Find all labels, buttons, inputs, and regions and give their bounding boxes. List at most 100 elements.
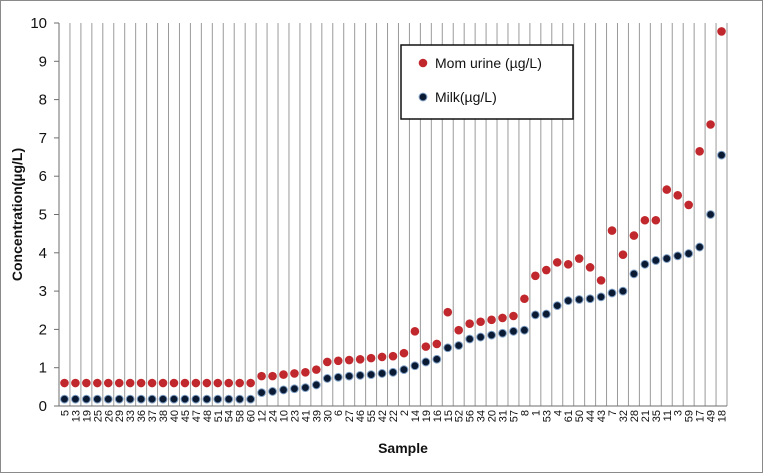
mom-urine-point xyxy=(169,378,179,388)
mom-urine-point xyxy=(596,276,606,285)
y-axis-title: Concentration(µg/L) xyxy=(9,148,25,281)
milk-point xyxy=(147,394,157,404)
series-milk xyxy=(60,150,726,404)
mom-urine-point xyxy=(279,370,288,379)
x-tick-label: 22 xyxy=(388,410,400,422)
x-tick-label: 59 xyxy=(684,410,696,422)
mom-urine-point xyxy=(487,315,496,325)
x-tick-label: 12 xyxy=(257,410,269,422)
milk-point xyxy=(651,256,661,265)
mom-urine-point xyxy=(465,319,474,328)
mom-urine-point xyxy=(224,378,234,388)
x-tick-label: 35 xyxy=(651,410,663,422)
x-tick-label: 11 xyxy=(662,410,674,421)
milk-point xyxy=(410,361,420,371)
x-tick-label: 17 xyxy=(695,410,707,422)
mom-urine-point xyxy=(432,339,442,349)
x-tick-label: 28 xyxy=(629,410,641,422)
mom-urine-point xyxy=(180,378,190,388)
mom-urine-point xyxy=(421,342,431,351)
x-tick-label: 18 xyxy=(717,410,729,422)
series-mom-urine xyxy=(60,27,726,388)
milk-point xyxy=(563,296,573,306)
x-tick-label: 30 xyxy=(322,410,334,422)
y-tick-label: 5 xyxy=(39,207,47,224)
mom-urine-point xyxy=(235,378,244,388)
x-tick-label: 25 xyxy=(92,410,104,422)
x-tick-label: 33 xyxy=(125,410,137,422)
x-tick-label: 44 xyxy=(585,410,597,422)
milk-point xyxy=(520,325,529,335)
mom-urine-point xyxy=(476,317,485,327)
y-tick-label: 1 xyxy=(39,360,47,377)
x-tick-labels: 5131925262933363738404547485154586012241… xyxy=(59,410,728,422)
legend-mom-urine-label: Mom urine (µg/L) xyxy=(435,55,542,71)
x-tick-label: 60 xyxy=(246,410,258,422)
mom-urine-point xyxy=(301,367,310,377)
x-tick-label: 31 xyxy=(498,410,510,422)
milk-point xyxy=(136,394,146,404)
y-tick-label: 2 xyxy=(39,321,47,338)
milk-point xyxy=(629,269,639,279)
x-tick-label: 42 xyxy=(377,410,389,422)
milk-point xyxy=(695,242,705,252)
x-tick-label: 57 xyxy=(508,410,520,422)
y-tick-label: 8 xyxy=(39,92,47,109)
milk-point xyxy=(574,295,584,304)
mom-urine-point xyxy=(136,378,146,388)
x-tick-label: 20 xyxy=(487,410,499,422)
milk-point xyxy=(92,394,102,404)
mom-urine-point xyxy=(82,378,91,388)
gridlines xyxy=(58,23,728,406)
mom-urine-point xyxy=(125,378,135,388)
mom-urine-point xyxy=(640,215,650,225)
milk-point xyxy=(290,384,299,394)
mom-urine-point xyxy=(399,348,409,358)
milk-point xyxy=(158,394,168,404)
x-tick-label: 3 xyxy=(673,410,685,416)
mom-urine-point xyxy=(574,254,584,263)
milk-point xyxy=(191,394,201,404)
mom-urine-point xyxy=(93,378,102,388)
mom-urine-point xyxy=(662,185,672,194)
mom-urine-point xyxy=(684,200,693,210)
milk-point xyxy=(246,394,256,404)
axes xyxy=(58,23,727,407)
milk-point xyxy=(388,367,398,377)
y-tick-label: 7 xyxy=(39,130,47,147)
milk-point xyxy=(344,371,354,381)
milk-point xyxy=(81,394,91,404)
milk-point xyxy=(103,394,113,404)
milk-point xyxy=(684,249,694,258)
x-tick-label: 61 xyxy=(563,410,575,422)
x-tick-label: 24 xyxy=(268,410,280,422)
milk-point xyxy=(640,259,650,269)
milk-point xyxy=(487,330,496,340)
x-tick-label: 4 xyxy=(552,410,564,416)
x-tick-label: 56 xyxy=(465,410,477,422)
milk-point xyxy=(552,301,562,311)
mom-urine-point xyxy=(355,354,365,364)
milk-point xyxy=(235,394,245,404)
milk-point xyxy=(607,288,617,298)
milk-point xyxy=(60,394,69,404)
mom-urine-point xyxy=(509,311,518,321)
milk-point xyxy=(333,372,343,382)
milk-point xyxy=(476,332,486,342)
x-tick-label: 38 xyxy=(158,410,170,422)
milk-point xyxy=(71,394,80,404)
milk-point xyxy=(454,341,464,350)
milk-point xyxy=(257,388,266,397)
x-tick-label: 6 xyxy=(333,410,345,416)
x-tick-label: 23 xyxy=(289,410,301,422)
data-points xyxy=(60,27,726,404)
mom-urine-point xyxy=(213,378,223,388)
milk-point xyxy=(224,394,234,404)
x-tick-label: 52 xyxy=(454,410,466,422)
mom-urine-point xyxy=(388,351,398,361)
milk-point xyxy=(432,354,442,364)
milk-point xyxy=(509,326,518,336)
x-tick-label: 58 xyxy=(235,410,247,422)
milk-point xyxy=(202,394,212,404)
milk-point xyxy=(311,380,321,390)
